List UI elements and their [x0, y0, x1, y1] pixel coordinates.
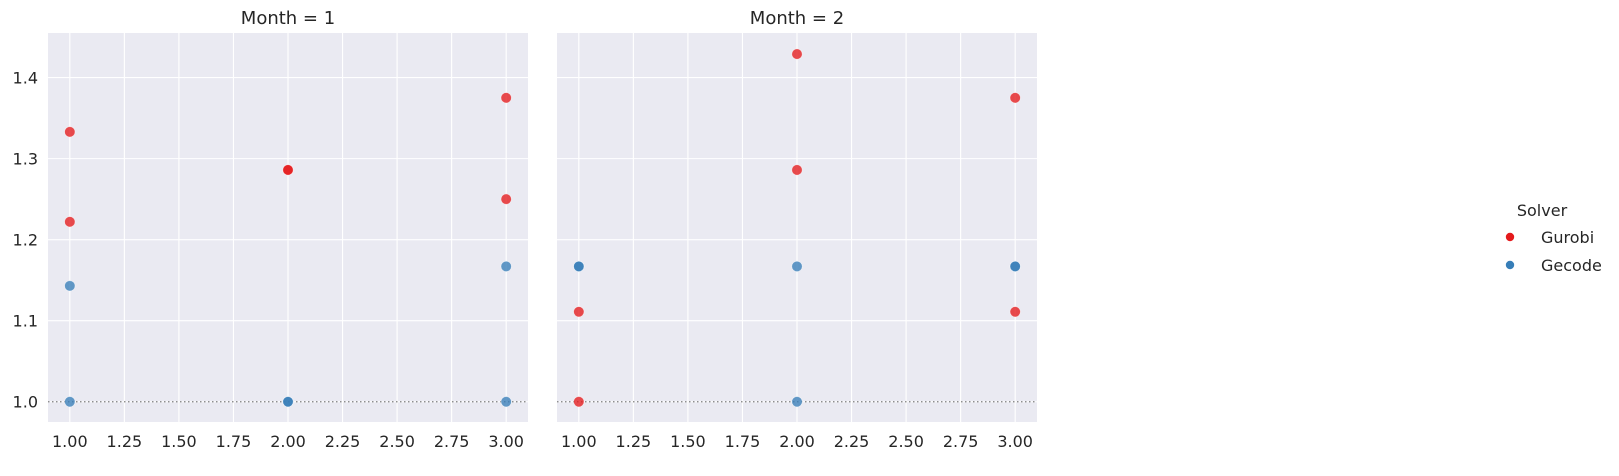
x-tick-label: 1.00: [561, 432, 597, 451]
legend: Solver Gurobi Gecode: [1505, 201, 1602, 275]
data-point: [64, 280, 76, 292]
x-tick-label: 1.75: [725, 432, 761, 451]
x-tick-label: 1.25: [616, 432, 652, 451]
legend-label: Gurobi: [1541, 228, 1594, 247]
data-point: [64, 126, 76, 138]
data-point: [791, 396, 803, 408]
data-point: [791, 260, 803, 272]
data-point: [282, 396, 294, 408]
x-tick-label: 3.00: [997, 432, 1033, 451]
x-tick-label: 2.00: [779, 432, 815, 451]
x-tick-label: 1.75: [216, 432, 252, 451]
series-gurobi: [64, 92, 512, 228]
data-point: [64, 396, 76, 408]
legend-entry: Gurobi: [1505, 228, 1594, 247]
y-tick-label: 1.3: [13, 150, 38, 169]
data-point: [1009, 260, 1021, 272]
data-point: [573, 306, 585, 318]
panel-title: Month = 1: [241, 8, 335, 29]
x-tick-label: 2.50: [379, 432, 415, 451]
data-point: [1009, 306, 1021, 318]
facet-panel: 1.00 1.25 1.50 1.75 2.00 2.25 2.50 2.75 3.00 1.0 1…: [13, 8, 528, 451]
panel-title: Month = 2: [750, 8, 844, 29]
data-point: [500, 260, 512, 272]
data-point: [500, 92, 512, 104]
data-point: [1009, 92, 1021, 104]
x-tick-label: 2.75: [943, 432, 979, 451]
y-tick-label: 1.2: [13, 231, 38, 250]
x-tick-label: 3.00: [488, 432, 524, 451]
data-point: [500, 396, 512, 408]
x-tick-label: 1.50: [670, 432, 706, 451]
series-gecode: [64, 260, 512, 408]
legend-entry: Gecode: [1505, 256, 1602, 275]
x-tick-label: 2.50: [888, 432, 924, 451]
data-point: [791, 164, 803, 176]
legend-marker: [1505, 232, 1515, 242]
x-tick-label: 2.00: [270, 432, 306, 451]
data-point: [500, 193, 512, 205]
facet-panels: 1.00 1.25 1.50 1.75 2.00 2.25 2.50 2.75 3.00 1.0 1…: [13, 8, 1037, 451]
data-point: [282, 164, 294, 176]
y-tick-label: 1.0: [13, 393, 38, 412]
data-point: [64, 216, 76, 228]
x-tick-label: 1.00: [52, 432, 88, 451]
x-tick-label: 2.75: [434, 432, 470, 451]
x-tick-label: 2.25: [834, 432, 870, 451]
facet-panel: 1.00 1.25 1.50 1.75 2.00 2.25 2.50 2.75 3.00 Mont…: [557, 8, 1037, 451]
y-tick-label: 1.1: [13, 312, 38, 331]
data-point: [573, 260, 585, 272]
series-gurobi: [573, 48, 1021, 408]
series-gecode: [573, 260, 1021, 408]
data-point: [791, 48, 803, 60]
y-tick-label: 1.4: [13, 69, 38, 88]
legend-title: Solver: [1517, 201, 1568, 220]
legend-marker: [1505, 260, 1515, 270]
x-tick-label: 1.25: [107, 432, 143, 451]
x-tick-label: 1.50: [161, 432, 197, 451]
x-tick-label: 2.25: [325, 432, 361, 451]
data-point: [573, 396, 585, 408]
legend-label: Gecode: [1541, 256, 1602, 275]
